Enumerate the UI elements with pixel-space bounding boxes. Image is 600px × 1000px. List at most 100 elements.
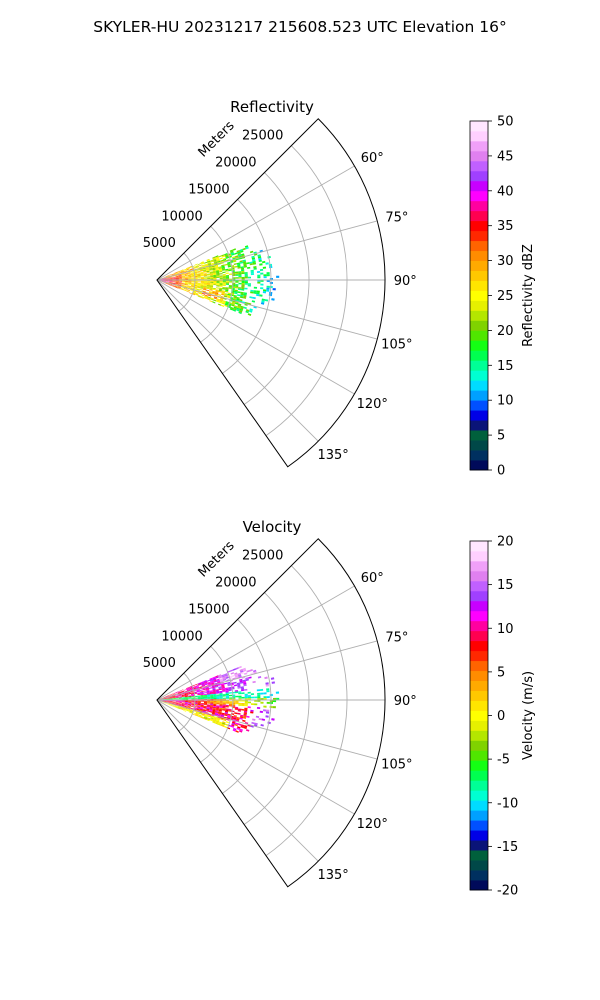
- data-cell: [200, 700, 204, 702]
- data-cell: [181, 276, 186, 278]
- data-cell: [243, 713, 247, 716]
- data-cell: [184, 273, 188, 275]
- data-cell: [233, 263, 237, 265]
- colorbar-swatch: [470, 390, 488, 401]
- data-cell: [188, 701, 192, 703]
- data-cell: [209, 269, 213, 271]
- data-cell: [195, 293, 199, 295]
- data-cell: [169, 277, 173, 279]
- range-ring: [200, 225, 234, 343]
- data-cell: [199, 292, 203, 294]
- data-cell: [206, 286, 210, 288]
- data-cell: [222, 709, 226, 711]
- data-cell: [180, 708, 184, 711]
- data-cell: [166, 278, 170, 280]
- range-ring: [243, 172, 310, 405]
- data-cell: [204, 714, 208, 717]
- data-cell: [221, 293, 225, 296]
- data-cell: [181, 273, 185, 275]
- data-cell: [208, 292, 212, 294]
- data-cell: [163, 698, 167, 699]
- data-cell: [244, 707, 248, 710]
- data-cell: [169, 697, 173, 698]
- data-cell: [178, 701, 182, 702]
- colorbar-swatch: [470, 450, 488, 461]
- data-cell: [197, 705, 201, 707]
- data-cell: [168, 704, 172, 706]
- data-cell: [257, 280, 261, 282]
- data-cell: [240, 687, 245, 690]
- data-cell: [203, 282, 208, 284]
- data-cell: [212, 288, 216, 291]
- data-cell: [166, 280, 170, 282]
- data-cell: [174, 691, 178, 694]
- data-cell: [200, 697, 204, 699]
- data-cell: [218, 723, 222, 726]
- data-cell: [237, 304, 241, 308]
- data-cell: [222, 283, 226, 285]
- data-cell: [187, 269, 191, 272]
- data-cell: [191, 698, 195, 699]
- data-cell: [198, 292, 202, 295]
- data-cell: [234, 305, 238, 308]
- colorbar-swatch: [470, 640, 488, 652]
- data-cell: [203, 283, 207, 285]
- colorbar-swatch: [470, 630, 488, 642]
- data-cell: [202, 710, 206, 713]
- colorbar-swatch: [470, 620, 488, 632]
- data-cell: [182, 698, 186, 700]
- data-cell: [219, 693, 223, 695]
- data-cell: [196, 690, 200, 692]
- data-cell: [234, 690, 239, 692]
- data-cell: [207, 281, 211, 283]
- data-cell: [243, 672, 248, 675]
- data-cell: [236, 296, 240, 299]
- data-cell: [217, 294, 222, 296]
- data-cell: [210, 679, 214, 682]
- data-cell: [169, 280, 173, 282]
- data-cell: [175, 703, 179, 705]
- data-cell: [206, 707, 210, 709]
- data-cell: [266, 274, 270, 277]
- data-cell: [178, 284, 182, 286]
- data-cell: [210, 700, 214, 702]
- data-cell: [191, 280, 195, 282]
- data-cell: [227, 713, 231, 716]
- data-cell: [187, 274, 192, 276]
- data-cell: [200, 695, 204, 697]
- data-cell: [182, 698, 186, 699]
- data-cell: [182, 280, 186, 281]
- data-cell: [203, 703, 207, 705]
- data-cell: [228, 710, 232, 712]
- data-cell: [168, 283, 172, 286]
- data-cell: [181, 703, 185, 704]
- data-cell: [213, 281, 217, 283]
- data-cell: [184, 286, 188, 288]
- data-cell: [169, 281, 173, 283]
- data-cell: [206, 708, 210, 711]
- data-cell: [227, 292, 232, 295]
- data-cell: [222, 695, 226, 697]
- data-cell: [240, 293, 244, 296]
- data-cell: [235, 284, 239, 286]
- data-cell: [191, 701, 195, 703]
- data-cell: [215, 265, 219, 268]
- data-cell: [163, 700, 167, 702]
- data-cell: [181, 693, 185, 695]
- data-cell: [259, 710, 263, 713]
- range-tick-label: 15000: [188, 602, 229, 617]
- data-cell: [197, 698, 201, 700]
- data-cell: [200, 706, 204, 709]
- data-cell: [234, 265, 238, 268]
- data-cell: [187, 692, 191, 694]
- data-cell: [218, 710, 222, 713]
- data-cell: [180, 269, 184, 272]
- data-cell: [200, 707, 204, 709]
- data-cell: [222, 275, 226, 277]
- data-cell: [189, 711, 193, 713]
- data-cell: [240, 266, 244, 269]
- data-cell: [204, 278, 208, 280]
- data-cell: [213, 694, 217, 697]
- data-cell: [160, 700, 164, 701]
- data-cell: [181, 274, 185, 276]
